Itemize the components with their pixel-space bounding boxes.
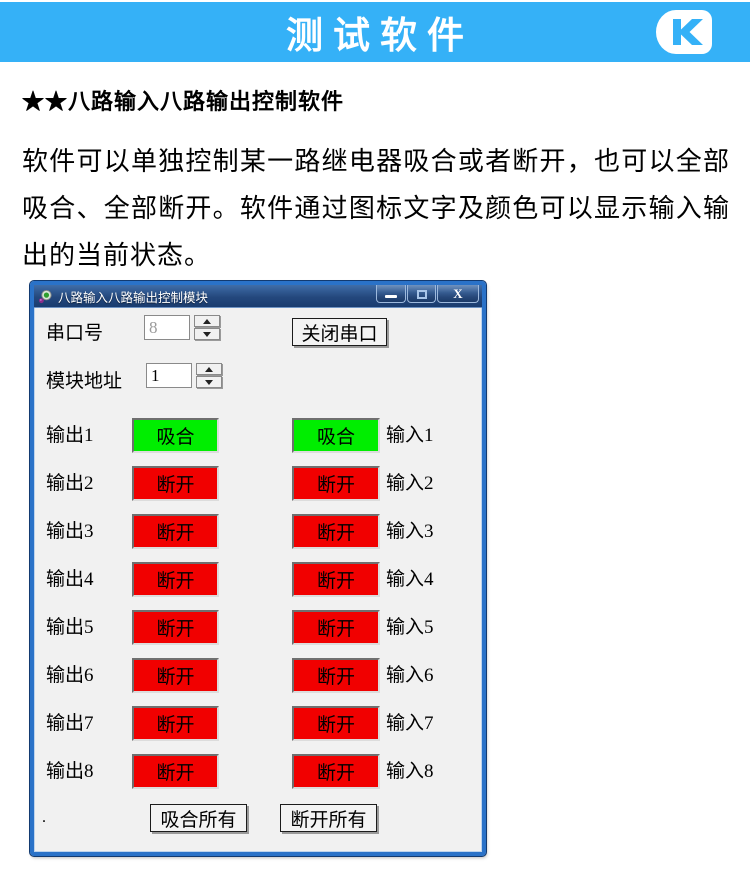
maximize-button[interactable] xyxy=(407,285,436,303)
serial-port-field[interactable]: 8 xyxy=(144,315,190,340)
output-label: 输出8 xyxy=(46,761,94,782)
window-title: 八路输入八路输出控制模块 xyxy=(58,290,209,305)
brand-header: 测试软件 xyxy=(0,2,750,62)
input-label: 输入7 xyxy=(386,713,434,734)
output-label: 输出4 xyxy=(46,569,94,590)
output-label: 输出7 xyxy=(46,713,94,734)
input-state-indicator: 断开 xyxy=(292,658,380,693)
channel-row: 输出2 断开 断开 输入2 xyxy=(34,460,482,508)
input-label: 输入3 xyxy=(386,521,434,542)
output-label: 输出5 xyxy=(46,617,94,638)
output-label: 输出2 xyxy=(46,473,94,494)
output-label: 输出6 xyxy=(46,665,94,686)
app-window: 八路输入八路输出控制模块 X 串口号 8 关闭串口 模块地址 1 xyxy=(29,280,487,857)
app-icon xyxy=(38,289,52,303)
output-state-button[interactable]: 断开 xyxy=(132,658,219,693)
minimize-button[interactable] xyxy=(376,285,406,303)
channel-row: 输出7 断开 断开 输入7 xyxy=(34,700,482,748)
close-serial-button[interactable]: 关闭串口 xyxy=(292,318,387,346)
input-label: 输入4 xyxy=(386,569,434,590)
output-state-button[interactable]: 断开 xyxy=(132,610,219,645)
output-label: 输出3 xyxy=(46,521,94,542)
channel-row: 输出8 断开 断开 输入8 xyxy=(34,748,482,796)
serial-port-label: 串口号 xyxy=(46,323,104,344)
brand-logo-icon xyxy=(656,10,712,54)
input-state-indicator: 断开 xyxy=(292,754,380,789)
output-label: 输出1 xyxy=(46,425,94,446)
spin-up-icon xyxy=(205,366,213,372)
channel-rows: 输出1 吸合 吸合 输入1 输出2 断开 断开 输入2 输出3 断开 断开 输入… xyxy=(34,412,482,796)
input-state-indicator: 断开 xyxy=(292,514,380,549)
output-state-button[interactable]: 吸合 xyxy=(132,418,219,453)
spin-down-icon xyxy=(203,331,211,337)
spin-up-button[interactable] xyxy=(194,315,220,327)
spin-up-icon xyxy=(203,318,211,324)
input-label: 输入8 xyxy=(386,761,434,782)
article-heading: ★★八路输入八路输出控制软件 xyxy=(22,89,345,114)
article-body: 软件可以单独控制某一路继电器吸合或者断开，也可以全部吸合、全部断开。软件通过图标… xyxy=(22,147,730,270)
serial-port-spinner xyxy=(194,315,220,340)
input-state-indicator: 断开 xyxy=(292,466,380,501)
channel-row: 输出3 断开 断开 输入3 xyxy=(34,508,482,556)
close-button[interactable]: X xyxy=(437,285,479,303)
input-state-indicator: 吸合 xyxy=(292,418,380,453)
page-title: 测试软件 xyxy=(286,16,474,57)
output-state-button[interactable]: 断开 xyxy=(132,466,219,501)
input-state-indicator: 断开 xyxy=(292,610,380,645)
maximize-icon xyxy=(416,289,427,299)
module-address-spinner xyxy=(196,363,222,388)
input-label: 输入5 xyxy=(386,617,434,638)
window-titlebar[interactable]: 八路输入八路输出控制模块 X xyxy=(34,285,482,308)
spin-down-icon xyxy=(205,379,213,385)
input-label: 输入6 xyxy=(386,665,434,686)
input-label: 输入2 xyxy=(386,473,434,494)
channel-row: 输出6 断开 断开 输入6 xyxy=(34,652,482,700)
article: ★★八路输入八路输出控制软件 软件可以单独控制某一路继电器吸合或者断开，也可以全… xyxy=(22,84,730,279)
module-address-field[interactable]: 1 xyxy=(146,363,192,388)
spin-down-button[interactable] xyxy=(194,328,220,340)
input-state-indicator: 断开 xyxy=(292,706,380,741)
channel-row: 输出5 断开 断开 输入5 xyxy=(34,604,482,652)
window-controls: X xyxy=(376,285,479,303)
release-all-button[interactable]: 断开所有 xyxy=(280,804,377,832)
stray-dot: . xyxy=(42,809,46,826)
minimize-icon xyxy=(385,295,397,298)
module-address-label: 模块地址 xyxy=(46,371,123,392)
output-state-button[interactable]: 断开 xyxy=(132,754,219,789)
output-state-button[interactable]: 断开 xyxy=(132,562,219,597)
spin-up-button[interactable] xyxy=(196,363,222,375)
close-icon: X xyxy=(453,285,463,301)
input-label: 输入1 xyxy=(386,425,434,446)
engage-all-button[interactable]: 吸合所有 xyxy=(150,804,247,832)
channel-row: 输出1 吸合 吸合 输入1 xyxy=(34,412,482,460)
spin-down-button[interactable] xyxy=(196,376,222,388)
output-state-button[interactable]: 断开 xyxy=(132,514,219,549)
input-state-indicator: 断开 xyxy=(292,562,380,597)
channel-row: 输出4 断开 断开 输入4 xyxy=(34,556,482,604)
output-state-button[interactable]: 断开 xyxy=(132,706,219,741)
